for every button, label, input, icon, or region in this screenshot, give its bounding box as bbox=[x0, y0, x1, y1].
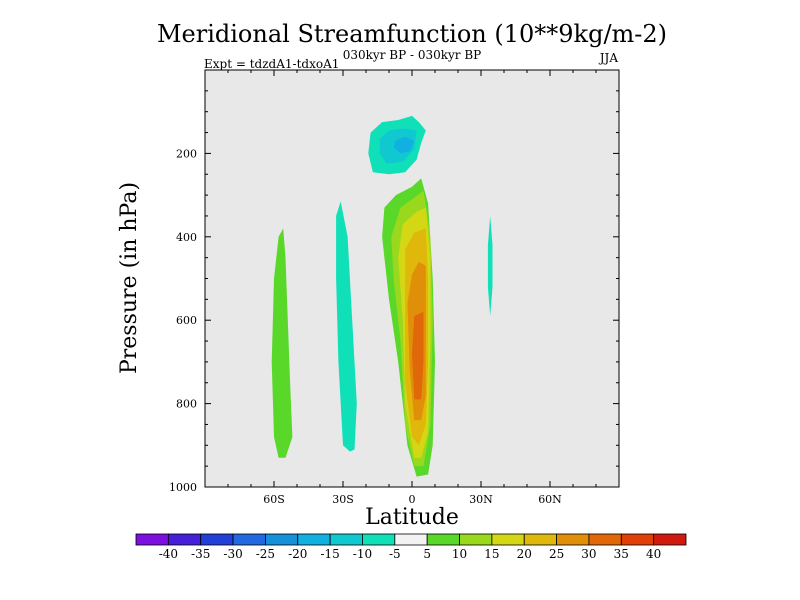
chart-title: Meridional Streamfunction (10**9kg/m-2) bbox=[157, 20, 667, 48]
colorbar-swatch-12 bbox=[523, 533, 557, 546]
colorbar-swatch-6 bbox=[329, 533, 363, 546]
colorbar-swatch-10 bbox=[459, 533, 493, 546]
x-tick-label: 30S bbox=[332, 493, 354, 506]
colorbar-label: -25 bbox=[256, 547, 275, 561]
colorbar-swatch-1 bbox=[167, 533, 202, 546]
colorbar-swatch-9 bbox=[426, 533, 460, 546]
colorbar-swatch-13 bbox=[556, 533, 590, 546]
colorbar-swatch-7 bbox=[362, 533, 396, 546]
colorbar-label: 5 bbox=[423, 547, 431, 561]
colorbar-label: -10 bbox=[353, 547, 372, 561]
colorbar-label: 10 bbox=[452, 547, 467, 561]
y-tick-label: 600 bbox=[176, 314, 197, 327]
colorbar-label: 20 bbox=[517, 547, 532, 561]
colorbar-label: 35 bbox=[614, 547, 629, 561]
colorbar-swatch-3 bbox=[232, 533, 266, 546]
colorbar-swatch-14 bbox=[588, 533, 622, 546]
x-axis-label: Latitude bbox=[365, 505, 459, 530]
colorbar-label: -40 bbox=[159, 547, 178, 561]
colorbar-swatch-2 bbox=[200, 533, 234, 546]
x-tick-label: 60N bbox=[538, 493, 562, 506]
colorbar-swatch-11 bbox=[491, 533, 525, 546]
x-tick-label: 60S bbox=[263, 493, 285, 506]
y-tick-label: 200 bbox=[176, 147, 197, 160]
colorbar-swatch-15 bbox=[620, 533, 655, 546]
colorbar-label: 15 bbox=[484, 547, 499, 561]
colorbar-label: 40 bbox=[646, 547, 661, 561]
contour-region-11 bbox=[487, 215, 493, 316]
colorbar-label: -15 bbox=[320, 547, 339, 561]
contour-region-0 bbox=[271, 228, 293, 458]
colorbar-label: 25 bbox=[549, 547, 564, 561]
colorbar-swatch-8 bbox=[394, 533, 428, 546]
x-tick-label: 0 bbox=[409, 493, 416, 506]
y-tick-label: 400 bbox=[176, 231, 197, 244]
subtitle-left: Expt = tdzdA1-tdxoA1 bbox=[204, 57, 339, 71]
y-tick-label: 1000 bbox=[169, 481, 197, 494]
y-tick-label: 800 bbox=[176, 398, 197, 411]
colorbar-swatch-16 bbox=[653, 533, 687, 546]
colorbar-label: -30 bbox=[223, 547, 242, 561]
subtitle-right: JJA bbox=[598, 51, 619, 65]
subtitle-center: 030kyr BP - 030kyr BP bbox=[343, 48, 481, 62]
colorbar-label: -5 bbox=[389, 547, 401, 561]
contour-region-10 bbox=[393, 136, 415, 154]
colorbar-swatch-4 bbox=[265, 533, 299, 546]
colorbar-label: 30 bbox=[581, 547, 596, 561]
y-axis-label: Pressure (in hPa) bbox=[117, 182, 142, 374]
contour-region-7 bbox=[412, 311, 424, 400]
colorbar-swatch-5 bbox=[297, 533, 331, 546]
colorbar-label: -35 bbox=[191, 547, 210, 561]
colorbar-swatch-0 bbox=[135, 533, 169, 546]
x-tick-label: 30N bbox=[469, 493, 493, 506]
contour-region-1 bbox=[336, 201, 357, 452]
colorbar-label: -20 bbox=[288, 547, 307, 561]
